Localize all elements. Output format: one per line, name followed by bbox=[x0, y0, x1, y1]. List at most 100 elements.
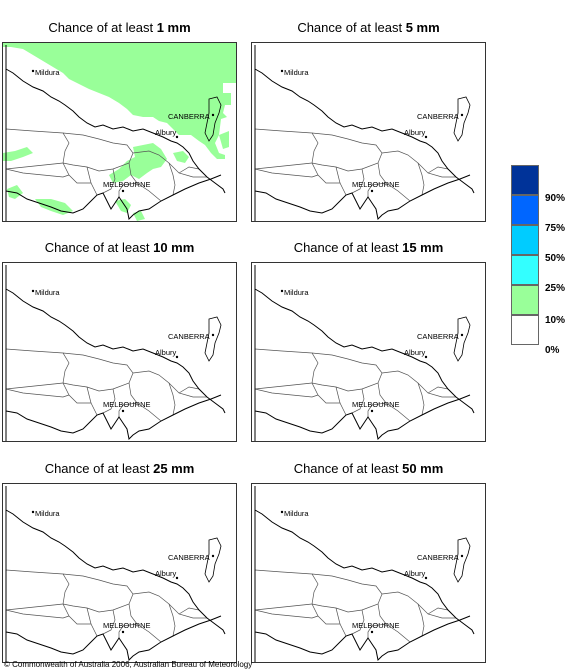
albury-marker bbox=[424, 135, 428, 139]
albury-marker bbox=[424, 355, 428, 359]
map-area: Mildura CANBERRA Albury MELBOURNE bbox=[251, 42, 486, 222]
melbourne-label: MELBOURNE bbox=[103, 400, 151, 409]
mildura-label: Mildura bbox=[35, 288, 60, 297]
title-prefix: Chance of at least bbox=[44, 240, 154, 255]
shaded-region-10-25 bbox=[133, 211, 145, 221]
title-amount: 10 mm bbox=[153, 240, 195, 255]
forecast-district-boundary bbox=[417, 603, 425, 637]
map-panel-15mm: Chance of at least 15 mm Mildura CANBERRA… bbox=[251, 240, 486, 442]
coastline bbox=[5, 174, 222, 221]
forecast-district-boundary bbox=[62, 603, 98, 637]
albury-label: Albury bbox=[404, 348, 426, 357]
map-panel-5mm: Chance of at least 5 mm Mildura CANBERRA A… bbox=[251, 20, 486, 222]
state-border bbox=[254, 265, 475, 441]
forecast-district-boundary bbox=[86, 607, 92, 625]
forecast-district-boundary bbox=[168, 382, 176, 416]
panel-title: Chance of at least 50 mm bbox=[251, 461, 486, 476]
shaded-region-10-25 bbox=[3, 147, 33, 161]
map-area: Mildura CANBERRA Albury MELBOURNE bbox=[2, 483, 237, 663]
act-border bbox=[204, 537, 222, 583]
forecast-district-boundary bbox=[311, 132, 383, 172]
forecast-district-boundary bbox=[86, 386, 92, 404]
title-amount: 50 mm bbox=[402, 461, 444, 476]
act-border bbox=[453, 96, 471, 142]
forecast-district-boundary bbox=[178, 607, 200, 615]
forecast-district-boundary bbox=[335, 386, 341, 404]
map-area: Mildura CANBERRA Albury MELBOURNE bbox=[2, 262, 237, 442]
coastline bbox=[5, 615, 222, 662]
forecast-district-boundary bbox=[311, 382, 347, 416]
title-amount: 25 mm bbox=[153, 461, 195, 476]
forecast-district-boundary bbox=[118, 182, 138, 197]
title-prefix: Chance of at least bbox=[48, 20, 157, 35]
forecast-district-boundary bbox=[381, 150, 456, 178]
melbourne-marker bbox=[370, 409, 374, 413]
mildura-marker bbox=[280, 69, 284, 73]
forecast-district-boundary bbox=[86, 166, 92, 184]
act-border bbox=[453, 537, 471, 583]
canberra-marker bbox=[211, 333, 215, 337]
forecast-district-boundary bbox=[427, 166, 449, 174]
forecast-district-boundary bbox=[132, 591, 207, 619]
canberra-label: CANBERRA bbox=[417, 112, 459, 121]
forecast-district-boundary bbox=[367, 623, 387, 638]
albury-marker bbox=[175, 135, 179, 139]
title-prefix: Chance of at least bbox=[44, 461, 154, 476]
act-border bbox=[453, 316, 471, 362]
legend-label-0: 0% bbox=[545, 345, 560, 356]
forecast-district-boundary bbox=[254, 388, 319, 398]
victoria-map: Mildura CANBERRA Albury MELBOURNE bbox=[254, 265, 475, 441]
forecast-district-boundary bbox=[254, 128, 319, 170]
melbourne-label: MELBOURNE bbox=[103, 180, 151, 189]
legend-label-10: 10% bbox=[545, 315, 566, 326]
forecast-district-boundary bbox=[5, 609, 70, 619]
albury-marker bbox=[424, 576, 428, 580]
melbourne-marker bbox=[121, 409, 125, 413]
forecast-district-boundary bbox=[118, 402, 138, 417]
victoria-map: Mildura CANBERRA Albury MELBOURNE bbox=[5, 486, 226, 662]
state-border bbox=[254, 45, 475, 221]
canberra-label: CANBERRA bbox=[417, 553, 459, 562]
state-border bbox=[5, 265, 226, 441]
legend-swatch-0 bbox=[511, 315, 539, 345]
forecast-district-boundary bbox=[168, 603, 176, 637]
albury-marker bbox=[175, 576, 179, 580]
victoria-map: Mildura CANBERRA Albury MELBOURNE bbox=[3, 43, 236, 221]
legend-swatch-50 bbox=[511, 225, 539, 255]
melbourne-label: MELBOURNE bbox=[103, 621, 151, 630]
shaded-region-10-25 bbox=[115, 199, 131, 213]
panel-title: Chance of at least 15 mm bbox=[251, 240, 486, 255]
map-area: Mildura CANBERRA Albury MELBOURNE bbox=[251, 483, 486, 663]
forecast-district-boundary bbox=[5, 388, 70, 398]
state-border bbox=[254, 486, 475, 662]
canberra-label: CANBERRA bbox=[417, 332, 459, 341]
title-amount: 15 mm bbox=[402, 240, 444, 255]
forecast-district-boundary bbox=[5, 168, 70, 178]
victoria-map: Mildura CANBERRA Albury MELBOURNE bbox=[254, 45, 475, 221]
forecast-district-boundary bbox=[351, 168, 365, 194]
legend-swatch-25 bbox=[511, 255, 539, 285]
victoria-map: Mildura CANBERRA Albury MELBOURNE bbox=[254, 486, 475, 662]
melbourne-label: MELBOURNE bbox=[352, 621, 400, 630]
mildura-marker bbox=[31, 289, 35, 293]
act-border bbox=[204, 316, 222, 362]
act-border bbox=[204, 96, 222, 142]
legend-label-25: 25% bbox=[545, 283, 566, 294]
forecast-district-boundary bbox=[254, 609, 319, 619]
title-amount: 1 mm bbox=[156, 20, 191, 35]
mildura-label: Mildura bbox=[284, 288, 309, 297]
albury-label: Albury bbox=[155, 348, 177, 357]
forecast-district-boundary bbox=[254, 168, 319, 178]
mildura-label: Mildura bbox=[284, 509, 309, 518]
mildura-marker bbox=[280, 510, 284, 514]
forecast-district-boundary bbox=[311, 603, 347, 637]
forecast-district-boundary bbox=[311, 573, 383, 613]
forecast-district-boundary bbox=[254, 348, 319, 390]
forecast-district-boundary bbox=[62, 382, 98, 416]
map-area: Mildura CANBERRA Albury MELBOURNE bbox=[251, 262, 486, 442]
forecast-district-boundary bbox=[62, 352, 134, 392]
legend-swatch-10 bbox=[511, 285, 539, 315]
forecast-district-boundary bbox=[5, 348, 70, 390]
forecast-district-boundary bbox=[367, 182, 387, 197]
canberra-marker bbox=[460, 554, 464, 558]
